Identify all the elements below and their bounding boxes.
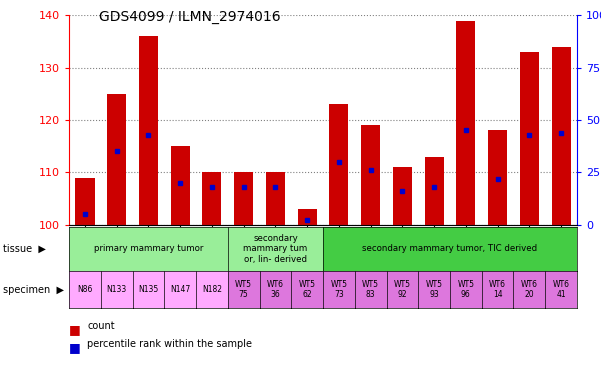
Text: secondary mammary tumor, TIC derived: secondary mammary tumor, TIC derived xyxy=(362,244,537,253)
Bar xyxy=(139,36,158,225)
Text: WT6
36: WT6 36 xyxy=(267,280,284,299)
Text: primary mammary tumor: primary mammary tumor xyxy=(94,244,203,253)
Bar xyxy=(203,172,221,225)
Bar xyxy=(456,21,475,225)
Bar xyxy=(488,131,507,225)
Bar xyxy=(171,146,190,225)
Text: N86: N86 xyxy=(78,285,93,294)
Text: GDS4099 / ILMN_2974016: GDS4099 / ILMN_2974016 xyxy=(99,10,281,23)
Text: WT5
93: WT5 93 xyxy=(426,280,442,299)
Bar xyxy=(361,125,380,225)
Text: ■: ■ xyxy=(69,323,81,336)
Bar xyxy=(424,157,444,225)
Text: N147: N147 xyxy=(170,285,191,294)
Bar xyxy=(234,172,253,225)
Bar xyxy=(76,177,94,225)
Text: N135: N135 xyxy=(138,285,159,294)
Bar xyxy=(393,167,412,225)
Bar xyxy=(266,172,285,225)
Text: N182: N182 xyxy=(202,285,222,294)
Text: N133: N133 xyxy=(106,285,127,294)
Text: WT5
75: WT5 75 xyxy=(235,280,252,299)
Bar xyxy=(520,52,539,225)
Text: count: count xyxy=(87,321,115,331)
Text: WT5
96: WT5 96 xyxy=(457,280,474,299)
Text: tissue  ▶: tissue ▶ xyxy=(3,243,46,254)
Bar xyxy=(107,94,126,225)
Text: ■: ■ xyxy=(69,341,81,354)
Text: WT5
92: WT5 92 xyxy=(394,280,411,299)
Text: percentile rank within the sample: percentile rank within the sample xyxy=(87,339,252,349)
Bar xyxy=(329,104,349,225)
Bar xyxy=(297,209,317,225)
Text: WT6
14: WT6 14 xyxy=(489,280,506,299)
Text: specimen  ▶: specimen ▶ xyxy=(3,285,64,295)
Text: WT5
83: WT5 83 xyxy=(362,280,379,299)
Text: WT5
62: WT5 62 xyxy=(299,280,316,299)
Bar xyxy=(552,47,570,225)
Text: WT5
73: WT5 73 xyxy=(331,280,347,299)
Text: secondary
mammary tum
or, lin- derived: secondary mammary tum or, lin- derived xyxy=(243,234,308,263)
Text: WT6
41: WT6 41 xyxy=(552,280,570,299)
Text: WT6
20: WT6 20 xyxy=(521,280,538,299)
